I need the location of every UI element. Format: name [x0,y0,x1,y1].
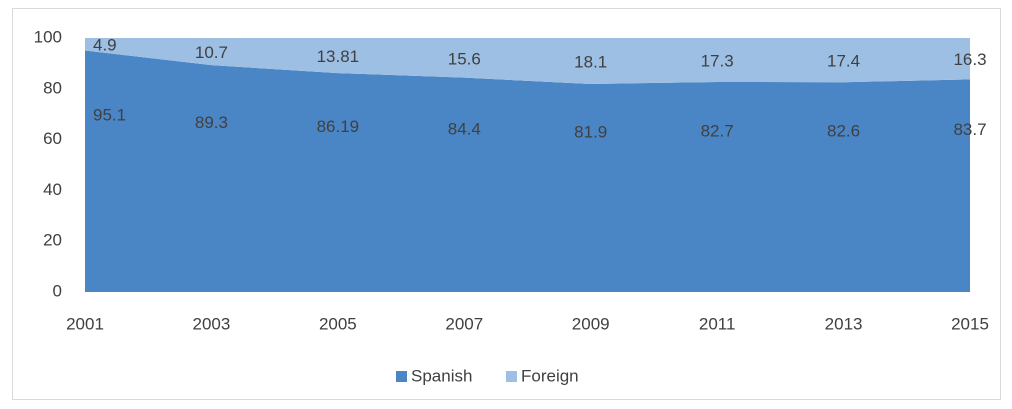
x-tick-label: 2005 [319,314,357,333]
data-label: 4.9 [93,36,117,55]
y-tick-label: 60 [43,129,62,148]
data-label: 81.9 [574,122,607,141]
y-tick-label: 40 [43,180,62,199]
area [85,38,970,84]
x-tick-label: 2001 [66,314,104,333]
y-tick-label: 20 [43,231,62,250]
data-label: 18.1 [574,52,607,71]
data-label: 86.19 [317,117,360,136]
x-tick-label: 2011 [699,314,736,333]
x-tick-label: 2007 [445,314,483,333]
y-tick-label: 100 [34,27,62,46]
x-tick-label: 2015 [951,314,989,333]
x-tick-label: 2003 [193,314,231,333]
x-tick-label: 2009 [572,314,610,333]
legend-label: Spanish [411,366,472,385]
data-label: 84.4 [448,119,481,138]
legend-swatch [396,371,407,382]
data-label: 95.1 [93,106,126,125]
data-label: 16.3 [953,50,986,69]
y-tick-label: 0 [53,281,62,300]
legend-swatch [506,371,517,382]
data-label: 17.3 [701,51,734,70]
legend-label: Foreign [521,366,579,385]
area [85,50,970,292]
data-label: 83.7 [953,120,986,139]
x-tick-label: 2013 [825,314,863,333]
data-label: 13.81 [317,47,360,66]
data-label: 89.3 [195,113,228,132]
data-label: 82.6 [827,122,860,141]
data-label: 82.7 [701,121,734,140]
data-label: 15.6 [448,49,481,68]
y-tick-label: 80 [43,78,62,97]
data-label: 17.4 [827,52,860,71]
data-label: 10.7 [195,43,228,62]
